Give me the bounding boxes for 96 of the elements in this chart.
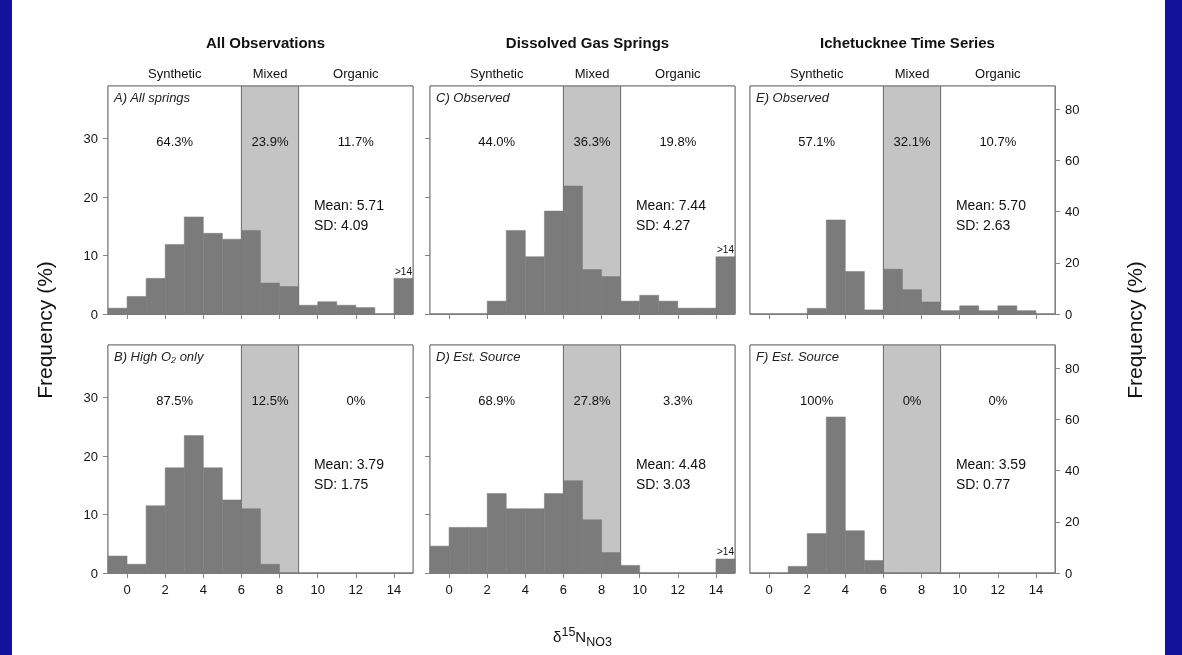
band-label: Organic <box>655 65 702 81</box>
annotation: SD: 0.77 <box>955 475 1011 492</box>
band-label: Organic <box>975 65 1022 81</box>
x-tick-label: 4 <box>521 582 529 597</box>
y-tick-label: 20 <box>83 189 98 205</box>
chart-title: Dissolved Gas Springs <box>505 34 670 51</box>
annotation: Mean: 5.70 <box>955 196 1027 213</box>
x-axis-title: δ$^{15}$N$_{NO3}$ <box>553 625 612 649</box>
annotation: E) Observed <box>756 90 830 105</box>
y-tick-label: 20 <box>83 448 98 464</box>
band-label: Mixed <box>574 65 610 81</box>
x-tick-label: 8 <box>917 582 926 597</box>
annotation: 27.8% <box>573 392 611 408</box>
y2-tick-label: 20 <box>1065 514 1080 530</box>
y-tick-label: 0 <box>90 306 98 322</box>
x-tick-label: 6 <box>879 582 888 597</box>
y2-tick-label: 20 <box>1065 255 1080 271</box>
band-label: Mixed <box>894 65 930 81</box>
x-tick-label: 6 <box>559 582 568 597</box>
chart-title: All Observations <box>205 34 326 51</box>
annotation: Mean: 3.79 <box>313 455 385 472</box>
y2-tick-label: 60 <box>1065 152 1080 168</box>
annotation: >14 <box>716 244 735 256</box>
annotation: 36.3% <box>573 133 611 149</box>
x-tick-label: 8 <box>597 582 606 597</box>
y2-tick-label: 80 <box>1065 360 1080 376</box>
annotation: C) Observed <box>436 90 511 105</box>
annotation: 12.5% <box>251 392 289 408</box>
annotation: F) Est. Source <box>756 349 840 364</box>
annotation: 10.7% <box>979 133 1017 149</box>
y-tick-label: 30 <box>83 131 98 147</box>
annotation: 44.0% <box>478 133 516 149</box>
x-tick-label: 0 <box>445 582 453 597</box>
x-tick-label: 4 <box>841 582 849 597</box>
annotation: D) Est. Source <box>436 349 521 364</box>
y-axis-title: Frequency (%) <box>33 260 57 399</box>
y-tick-label: 30 <box>83 390 98 406</box>
annotation: B) High O₂ only <box>114 349 205 364</box>
annotation: 19.8% <box>659 133 697 149</box>
annotation: 57.1% <box>798 133 836 149</box>
x-tick-label: 14 <box>386 582 402 597</box>
annotation: >14 <box>716 546 735 558</box>
x-tick-label: 2 <box>483 582 491 597</box>
x-tick-label: 2 <box>803 582 811 597</box>
annotation: Mean: 5.71 <box>313 196 385 213</box>
y2-axis-title: Frequency (%) <box>1123 260 1147 399</box>
annotation: 64.3% <box>156 133 194 149</box>
annotation: 87.5% <box>156 392 194 408</box>
x-tick-label: 4 <box>199 582 207 597</box>
annotation: Mean: 7.44 <box>635 196 707 213</box>
annotation: 3.3% <box>662 392 694 408</box>
x-tick-label: 10 <box>952 582 967 597</box>
x-tick-label: 14 <box>708 582 724 597</box>
annotation: 100% <box>800 392 834 408</box>
annotation: 32.1% <box>893 133 931 149</box>
x-tick-label: 0 <box>123 582 131 597</box>
x-tick-label: 12 <box>348 582 364 597</box>
x-tick-label: 10 <box>632 582 647 597</box>
annotation: SD: 4.09 <box>313 216 369 233</box>
x-tick-label: 14 <box>1028 582 1044 597</box>
x-tick-label: 12 <box>670 582 686 597</box>
y2-tick-label: 40 <box>1065 463 1080 479</box>
annotation: SD: 1.75 <box>313 475 369 492</box>
annotation: SD: 3.03 <box>635 475 691 492</box>
x-tick-label: 10 <box>310 582 325 597</box>
band-label: Synthetic <box>147 65 202 81</box>
band-label: Synthetic <box>469 65 524 81</box>
x-tick-label: 8 <box>275 582 284 597</box>
y2-tick-label: 40 <box>1065 204 1080 220</box>
y2-tick-label: 0 <box>1065 565 1073 581</box>
annotation: 68.9% <box>478 392 516 408</box>
x-tick-label: 2 <box>161 582 169 597</box>
band-label: Organic <box>333 65 380 81</box>
annotation: 11.7% <box>337 133 375 149</box>
annotation: SD: 4.27 <box>635 216 691 233</box>
annotation: Mean: 3.59 <box>955 455 1027 472</box>
y2-tick-label: 0 <box>1065 306 1073 322</box>
band-label: Synthetic <box>789 65 844 81</box>
x-tick-label: 0 <box>765 582 773 597</box>
annotation: SD: 2.63 <box>955 216 1011 233</box>
x-tick-label: 12 <box>990 582 1006 597</box>
y-tick-label: 0 <box>90 565 98 581</box>
annotation: 0% <box>346 392 366 408</box>
y2-tick-label: 60 <box>1065 411 1080 427</box>
y2-tick-label: 80 <box>1065 101 1080 117</box>
y-tick-label: 10 <box>83 507 98 523</box>
y-tick-label: 10 <box>83 248 98 264</box>
annotation: 0% <box>902 392 922 408</box>
annotation: 23.9% <box>251 133 289 149</box>
annotation: >14 <box>394 265 413 277</box>
annotation: Mean: 4.48 <box>635 455 707 472</box>
annotation: 0% <box>988 392 1008 408</box>
band-label: Mixed <box>252 65 288 81</box>
annotation: A) All springs <box>113 90 191 105</box>
x-tick-label: 6 <box>237 582 246 597</box>
chart-title: Ichetucknee Time Series <box>820 34 995 51</box>
